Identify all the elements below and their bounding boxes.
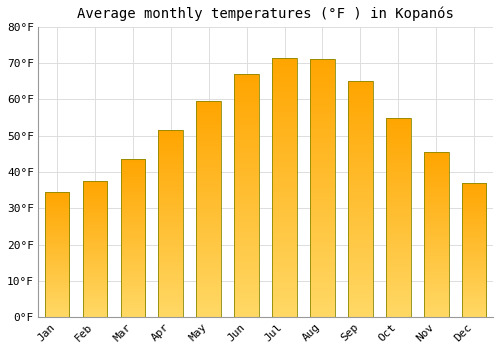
Bar — [120, 159, 145, 317]
Bar — [82, 181, 108, 317]
Bar — [386, 118, 410, 317]
Bar — [158, 130, 183, 317]
Bar — [234, 74, 259, 317]
Bar — [348, 81, 372, 317]
Bar — [272, 58, 297, 317]
Bar — [196, 101, 221, 317]
Bar — [424, 152, 448, 317]
Bar — [44, 192, 70, 317]
Bar — [462, 183, 486, 317]
Bar — [310, 60, 335, 317]
Title: Average monthly temperatures (°F ) in Kopanós: Average monthly temperatures (°F ) in Ko… — [77, 7, 454, 21]
